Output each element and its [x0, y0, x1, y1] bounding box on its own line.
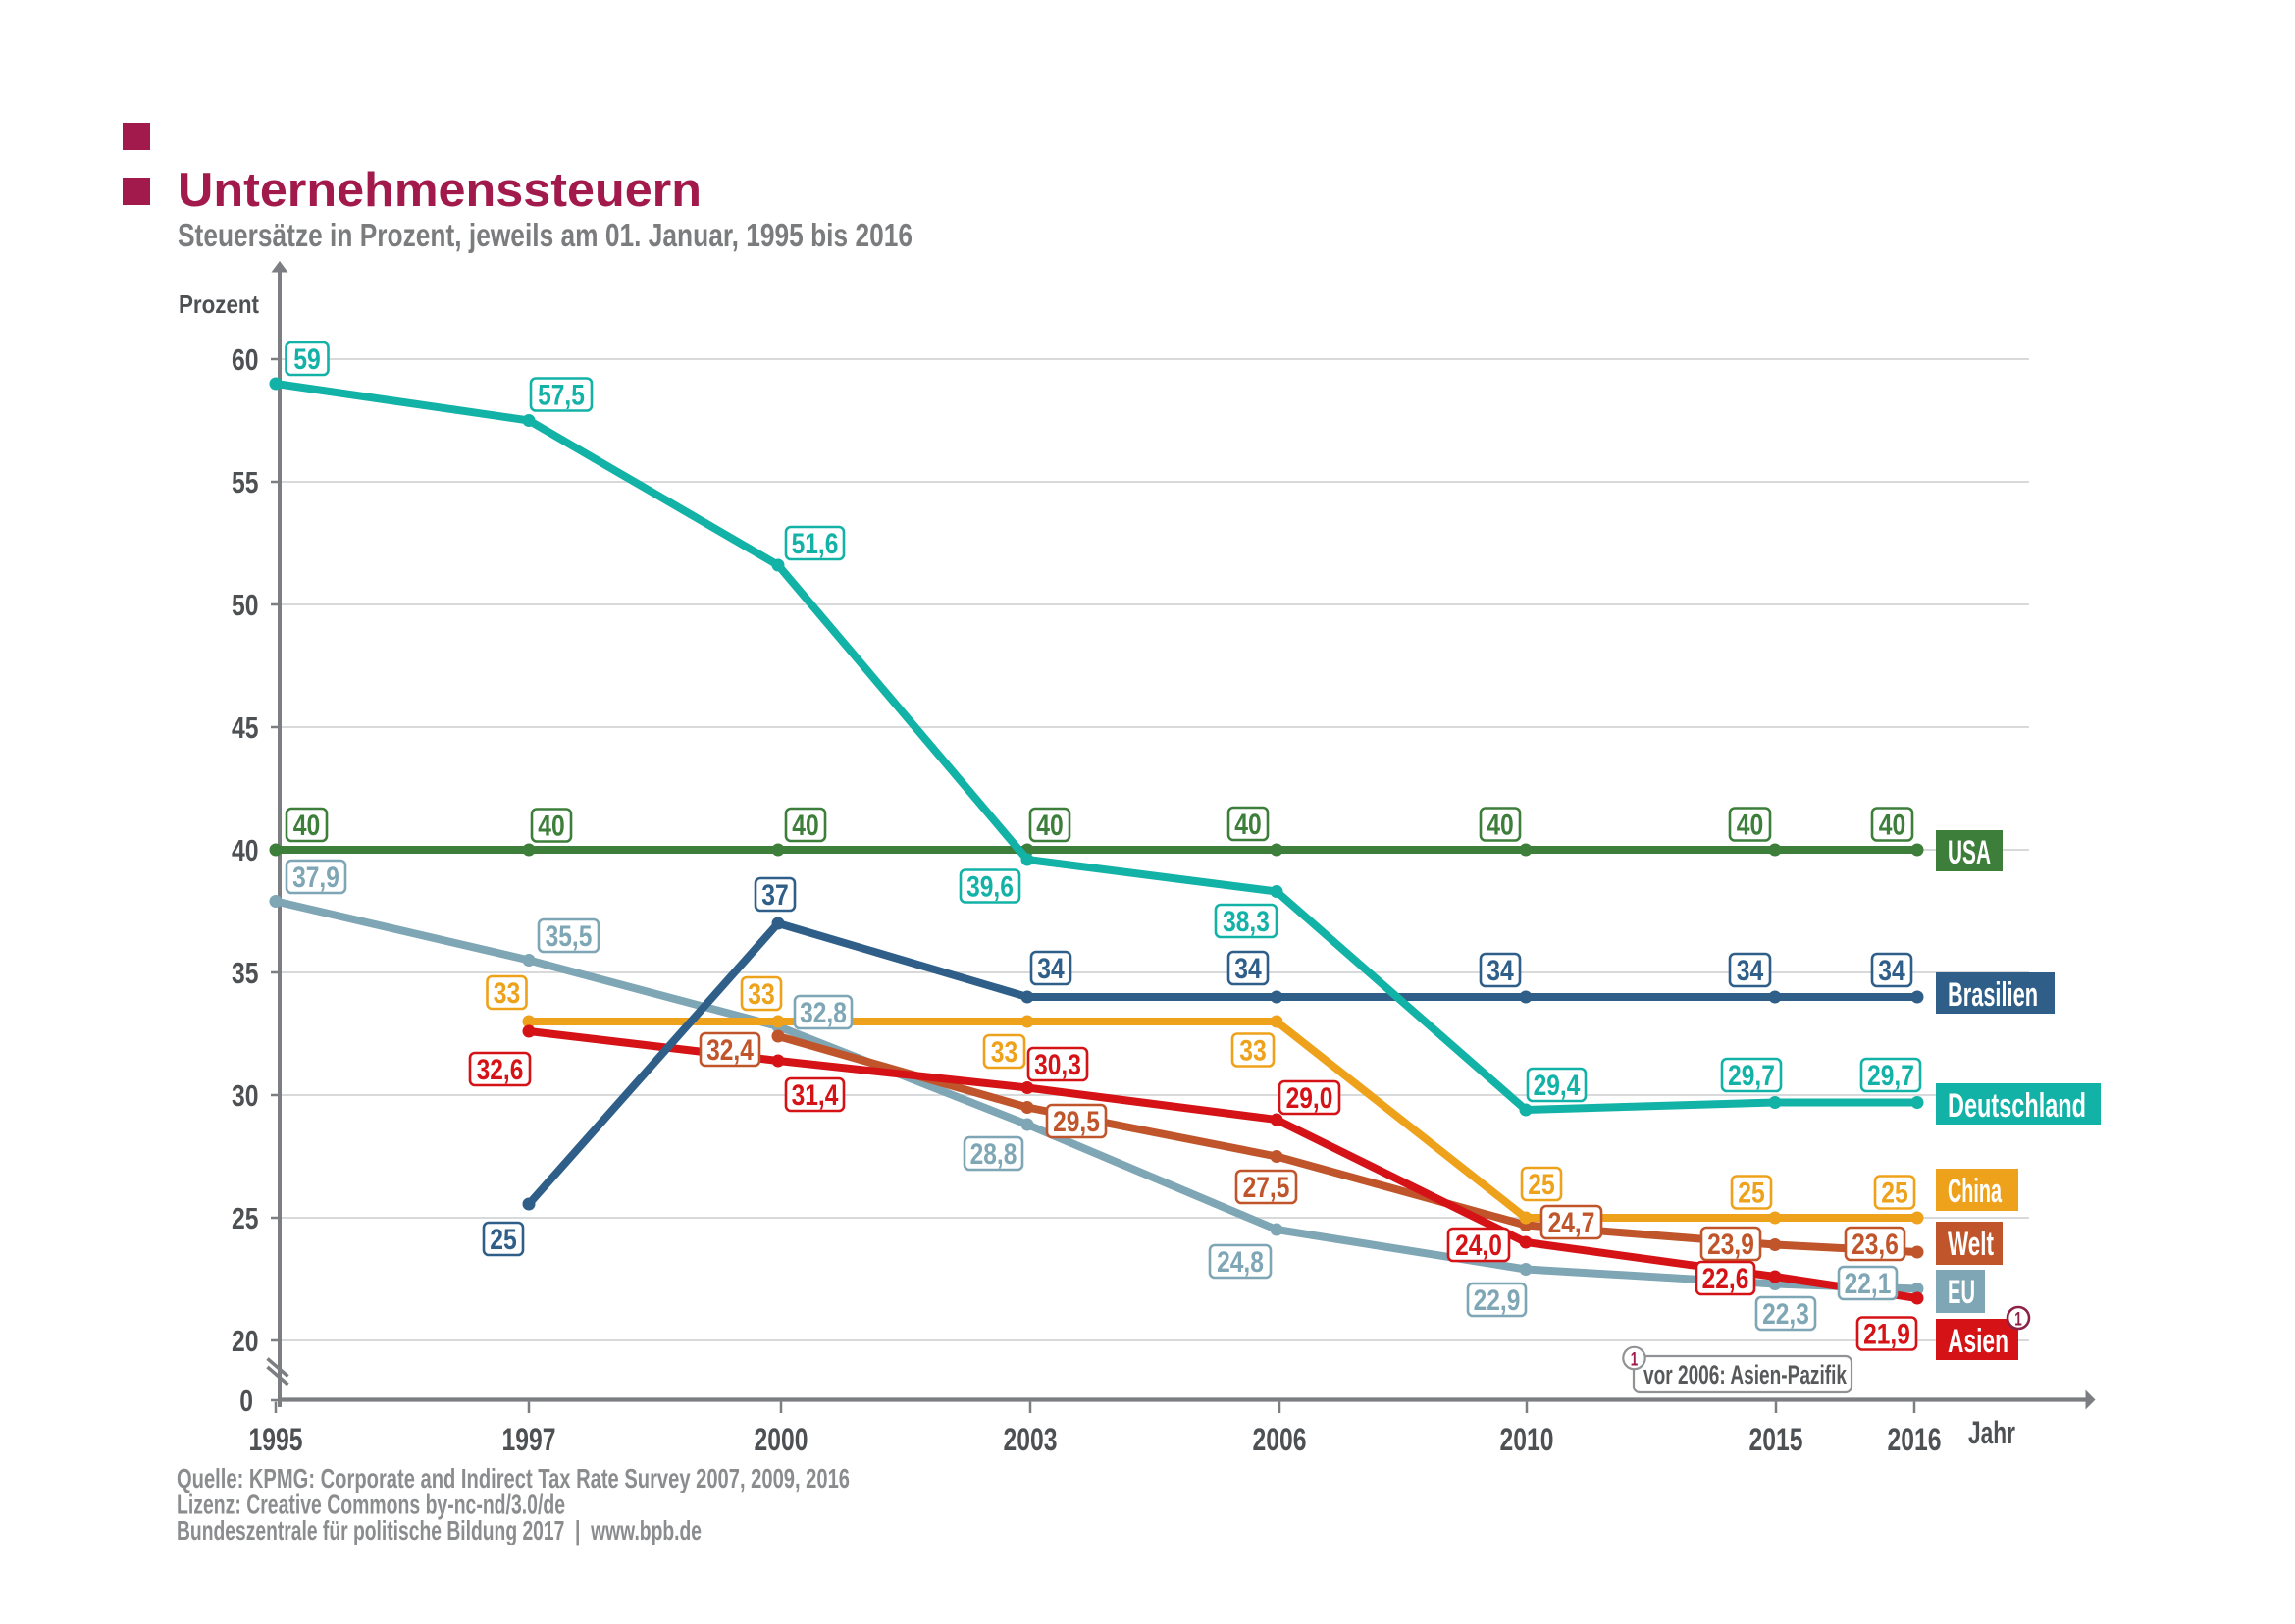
svg-text:32,8: 32,8 [800, 997, 847, 1029]
svg-text:Prozent: Prozent [179, 289, 259, 319]
svg-text:34: 34 [1737, 955, 1764, 987]
svg-text:21,9: 21,9 [1863, 1319, 1910, 1351]
svg-text:30,3: 30,3 [1034, 1049, 1081, 1081]
svg-text:Quelle: KPMG: Corporate and In: Quelle: KPMG: Corporate and Indirect Tax… [177, 1463, 850, 1493]
svg-text:33: 33 [991, 1036, 1018, 1069]
svg-text:Steuersätze in Prozent, jeweil: Steuersätze in Prozent, jeweils am 01. J… [178, 217, 913, 253]
svg-text:22,9: 22,9 [1474, 1284, 1521, 1317]
svg-text:24,0: 24,0 [1455, 1230, 1502, 1262]
svg-text:40: 40 [792, 810, 819, 842]
svg-text:25: 25 [1881, 1178, 1908, 1210]
svg-text:32,6: 32,6 [477, 1054, 524, 1086]
svg-text:25: 25 [1738, 1178, 1765, 1210]
svg-text:2015: 2015 [1749, 1422, 1803, 1457]
svg-text:51,6: 51,6 [792, 528, 839, 560]
svg-text:34: 34 [1878, 955, 1905, 987]
svg-text:25: 25 [232, 1201, 259, 1235]
svg-text:1: 1 [2014, 1310, 2022, 1331]
svg-text:37: 37 [761, 879, 789, 912]
svg-text:23,6: 23,6 [1852, 1229, 1899, 1261]
svg-text:Lizenz: Creative Commons by-nc: Lizenz: Creative Commons by-nc-nd/3.0/de [177, 1490, 565, 1520]
svg-text:59: 59 [293, 343, 321, 376]
svg-text:20: 20 [232, 1324, 259, 1358]
svg-text:40: 40 [1737, 810, 1764, 842]
svg-text:57,5: 57,5 [538, 380, 585, 412]
svg-text:40: 40 [1487, 810, 1514, 842]
svg-text:22,1: 22,1 [1845, 1268, 1892, 1300]
svg-text:34: 34 [1037, 953, 1065, 985]
svg-text:29,7: 29,7 [1728, 1060, 1775, 1092]
svg-text:31,4: 31,4 [792, 1079, 839, 1112]
svg-text:EU: EU [1948, 1274, 1975, 1311]
svg-text:23,9: 23,9 [1707, 1229, 1754, 1261]
svg-text:1997: 1997 [502, 1422, 556, 1457]
svg-text:33: 33 [1239, 1035, 1267, 1068]
svg-text:2003: 2003 [1004, 1422, 1058, 1457]
svg-text:60: 60 [232, 342, 259, 377]
svg-text:vor 2006: Asien-Pazifik: vor 2006: Asien-Pazifik [1643, 1360, 1848, 1389]
svg-text:38,3: 38,3 [1223, 906, 1270, 938]
svg-text:37,9: 37,9 [292, 862, 339, 894]
svg-text:22,3: 22,3 [1762, 1298, 1809, 1331]
svg-text:2000: 2000 [755, 1422, 808, 1457]
svg-text:40: 40 [232, 833, 259, 867]
svg-text:32,4: 32,4 [706, 1034, 754, 1067]
svg-text:0: 0 [239, 1384, 253, 1418]
svg-text:China: China [1948, 1173, 2003, 1210]
svg-text:40: 40 [538, 811, 565, 843]
svg-text:Welt: Welt [1948, 1226, 1994, 1263]
svg-text:39,6: 39,6 [966, 871, 1014, 904]
svg-text:40: 40 [293, 810, 321, 842]
svg-text:24,8: 24,8 [1217, 1246, 1264, 1279]
svg-text:Asien: Asien [1948, 1323, 2008, 1360]
svg-text:2010: 2010 [1500, 1422, 1554, 1457]
svg-text:Unternehmenssteuern: Unternehmenssteuern [178, 164, 702, 217]
svg-text:2006: 2006 [1253, 1422, 1307, 1457]
svg-text:35: 35 [232, 956, 259, 990]
svg-text:1: 1 [1631, 1350, 1639, 1371]
svg-text:22,6: 22,6 [1702, 1263, 1749, 1295]
svg-text:50: 50 [232, 588, 259, 622]
svg-text:Brasilien: Brasilien [1948, 976, 2038, 1014]
svg-text:1995: 1995 [249, 1422, 303, 1457]
svg-text:29,0: 29,0 [1286, 1082, 1333, 1115]
svg-text:2016: 2016 [1888, 1422, 1942, 1457]
svg-text:Bundeszentrale für politische: Bundeszentrale für politische Bildung 20… [177, 1515, 702, 1545]
svg-text:33: 33 [748, 978, 775, 1011]
svg-text:34: 34 [1234, 953, 1262, 985]
svg-text:29,4: 29,4 [1534, 1070, 1581, 1102]
svg-text:29,5: 29,5 [1053, 1106, 1100, 1138]
svg-text:30: 30 [232, 1078, 259, 1113]
svg-text:34: 34 [1487, 955, 1514, 987]
svg-text:55: 55 [232, 465, 259, 499]
svg-text:25: 25 [1528, 1169, 1555, 1201]
svg-text:40: 40 [1879, 810, 1906, 842]
svg-text:Jahr: Jahr [1968, 1415, 2015, 1450]
svg-text:25: 25 [490, 1224, 517, 1256]
svg-text:Deutschland: Deutschland [1948, 1087, 2086, 1125]
svg-text:24,7: 24,7 [1548, 1207, 1595, 1239]
svg-text:27,5: 27,5 [1243, 1172, 1290, 1204]
svg-text:45: 45 [232, 710, 259, 745]
svg-text:28,8: 28,8 [970, 1138, 1017, 1171]
svg-text:40: 40 [1234, 809, 1262, 841]
svg-text:35,5: 35,5 [546, 920, 593, 953]
svg-text:29,7: 29,7 [1867, 1060, 1914, 1092]
svg-text:USA: USA [1948, 834, 1991, 871]
svg-text:40: 40 [1036, 810, 1064, 842]
svg-text:33: 33 [494, 977, 521, 1010]
